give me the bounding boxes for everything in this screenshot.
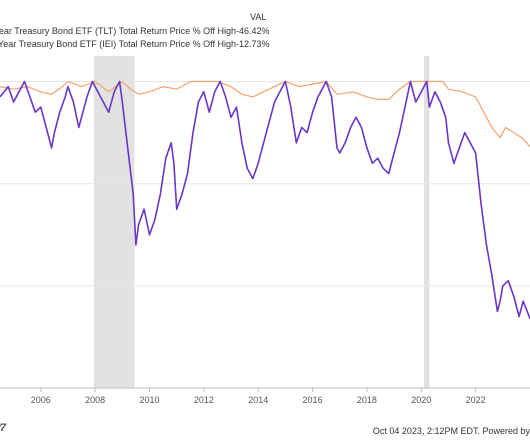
x-tick-label: 2008 xyxy=(85,395,105,405)
x-axis: 2006 2008 2010 2012 2014 2016 2018 2020 2022 xyxy=(31,388,486,405)
x-tick-label: 2006 xyxy=(31,395,51,405)
recession-bands xyxy=(93,56,430,388)
ycharts-logo-icon: ⁄7 xyxy=(0,422,6,434)
x-tick-label: 2020 xyxy=(411,395,431,405)
x-tick-label: 2018 xyxy=(357,395,377,405)
legend-series-value: -12.73% xyxy=(236,39,270,49)
legend-series-name: 7 Year Treasury Bond ETF (IEI) Total Ret… xyxy=(0,39,236,49)
legend-series-name: + Year Treasury Bond ETF (TLT) Total Ret… xyxy=(0,26,236,36)
legend-value-header: VAL xyxy=(250,12,267,22)
x-tick-label: 2012 xyxy=(194,395,214,405)
legend-row-tlt[interactable]: + Year Treasury Bond ETF (TLT) Total Ret… xyxy=(0,26,300,39)
x-tick-label: 2014 xyxy=(248,395,268,405)
legend-row-iei[interactable]: 7 Year Treasury Bond ETF (IEI) Total Ret… xyxy=(0,39,300,52)
recession-band xyxy=(93,56,135,388)
legend-series-value: -46.42% xyxy=(236,26,270,36)
footer-timestamp: Oct 04 2023, 2:12PM EDT. Powered by xyxy=(372,426,530,436)
x-tick-label: 2022 xyxy=(466,395,486,405)
x-tick-label: 2016 xyxy=(303,395,323,405)
series-lines xyxy=(0,80,530,319)
x-tick-label: 2010 xyxy=(139,395,159,405)
recession-band xyxy=(424,56,430,388)
legend: VAL + Year Treasury Bond ETF (TLT) Total… xyxy=(0,0,530,56)
series-line xyxy=(0,80,530,319)
